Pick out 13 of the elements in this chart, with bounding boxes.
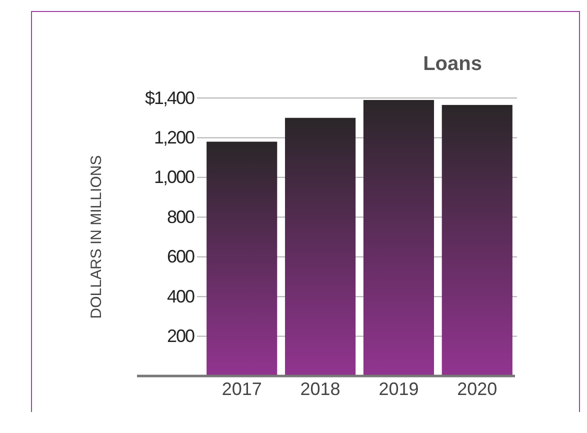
y-tick-label: 400 [166,286,195,306]
y-axis-title: DOLLARS IN MILLIONS [88,155,105,319]
y-tick-label: 200 [166,326,195,346]
x-tick-label: 2020 [457,378,498,399]
x-tick-label: 2019 [378,378,419,399]
y-tick-label: 600 [166,246,195,267]
y-tick-label: 1,200 [154,127,195,148]
x-tick-label: 2017 [222,378,262,399]
x-tick-label: 2018 [300,378,340,399]
y-tick-label: 800 [166,206,195,227]
y-tick-label: $1,400 [144,88,195,108]
y-tick-label: 1,000 [154,167,195,188]
chart-title: Loans [423,53,482,75]
